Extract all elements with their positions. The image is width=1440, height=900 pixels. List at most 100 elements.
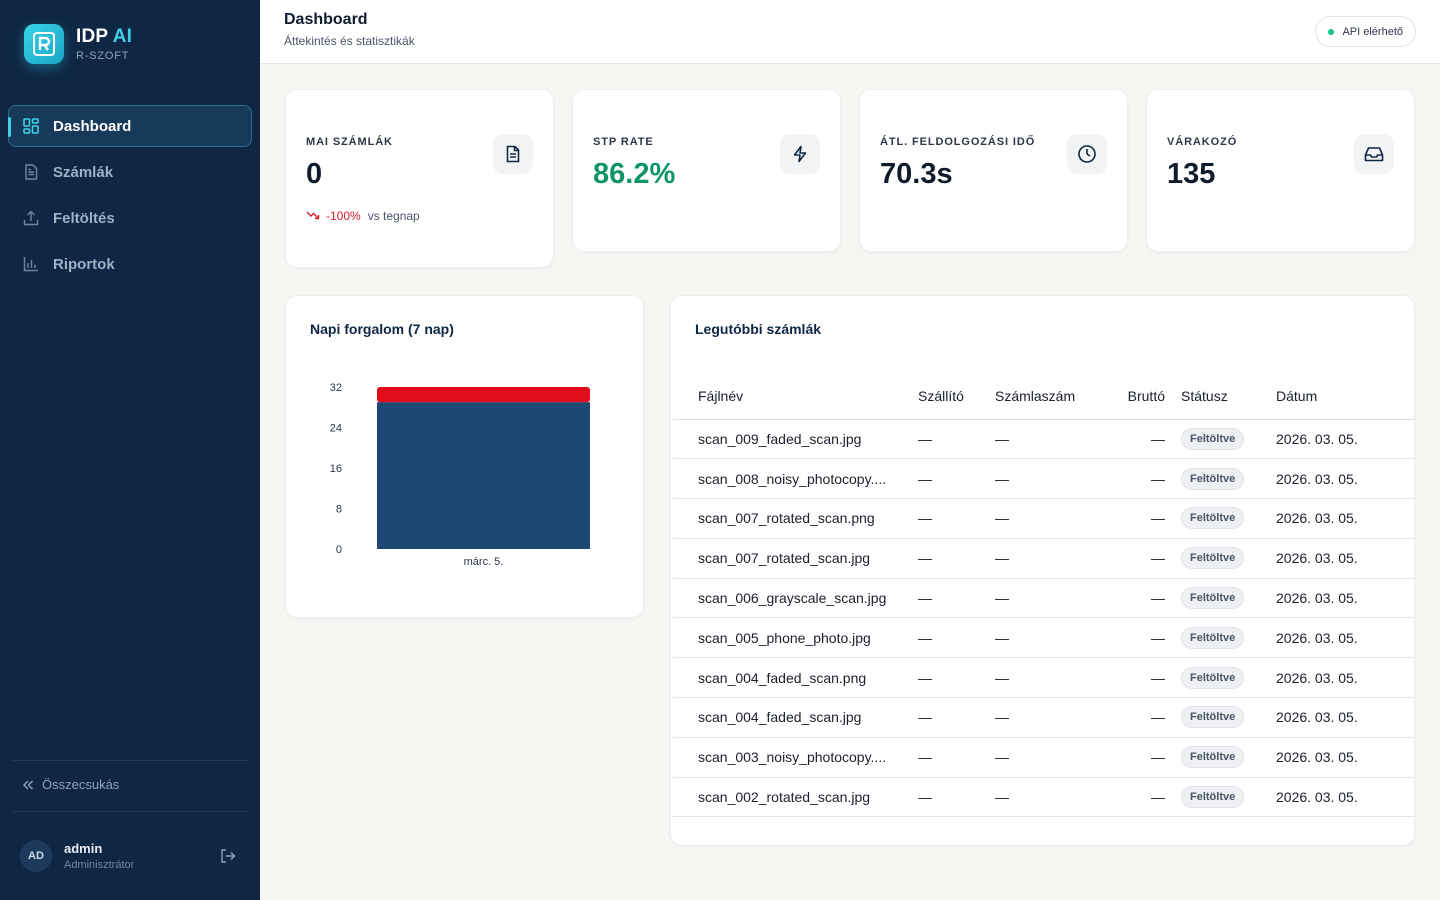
table-row[interactable]: scan_009_faded_scan.jpg — — — Feltöltve 2026.… xyxy=(673,419,1415,460)
sidebar-item-feltoltes[interactable]: Feltöltés xyxy=(8,197,252,239)
cell-supplier: — xyxy=(918,458,995,500)
chevrons-left-icon xyxy=(22,779,34,791)
cell-invoice-number: — xyxy=(995,498,1095,539)
bar-chart-icon xyxy=(23,256,39,272)
cell-date: 2026. 03. 05. xyxy=(1276,419,1415,460)
bar-segment[interactable] xyxy=(377,402,590,549)
sidebar: IDP AI R-SZOFT Dashboard Számlák xyxy=(0,0,260,900)
column-header-invoice-number[interactable]: Számlaszám xyxy=(995,374,1095,420)
status-badge: Feltöltve xyxy=(1181,467,1245,490)
cell-supplier: — xyxy=(918,498,995,539)
chart-card: Napi forgalom (7 nap) 0 8 16 24 32 márc. 5. xyxy=(285,295,644,618)
column-header-status[interactable]: Státusz xyxy=(1181,374,1276,420)
chart-title: Napi forgalom (7 nap) xyxy=(310,321,454,337)
cell-date: 2026. 03. 05. xyxy=(1276,697,1415,738)
cell-supplier: — xyxy=(918,737,995,778)
cell-date: 2026. 03. 05. xyxy=(1276,657,1415,699)
column-header-date[interactable]: Dátum xyxy=(1276,374,1415,420)
cell-date: 2026. 03. 05. xyxy=(1276,578,1415,619)
cell-invoice-number: — xyxy=(995,657,1095,699)
cell-status: Feltöltve xyxy=(1181,777,1276,818)
stat-label: MAI SZÁMLÁK xyxy=(306,136,393,148)
cell-invoice-number: — xyxy=(995,737,1095,778)
table-row[interactable]: scan_002_rotated_scan.jpg — — — Feltöltve 202… xyxy=(673,777,1415,818)
y-tick-label: 24 xyxy=(330,423,342,435)
cell-status: Feltöltve xyxy=(1181,538,1276,579)
table-row[interactable]: scan_003_noisy_photocopy.... — — — Feltöltve… xyxy=(673,737,1415,778)
table-row[interactable]: scan_004_faded_scan.jpg — — — Feltöltve 2026.… xyxy=(673,697,1415,738)
cell-supplier: — xyxy=(918,697,995,738)
brand-title: IDP AI xyxy=(76,26,132,48)
cell-invoice-number: — xyxy=(995,458,1095,500)
cell-gross: — xyxy=(1095,737,1181,778)
status-badge: Feltöltve xyxy=(1181,626,1245,649)
file-text-icon xyxy=(493,134,533,174)
page-title: Dashboard xyxy=(284,11,368,28)
cell-filename: scan_009_faded_scan.jpg xyxy=(673,419,918,460)
y-tick-label: 16 xyxy=(330,463,342,475)
cell-gross: — xyxy=(1095,617,1181,659)
brand[interactable]: IDP AI R-SZOFT xyxy=(24,24,132,64)
clock-icon xyxy=(1067,134,1107,174)
trend-value: -100% xyxy=(326,209,361,223)
x-tick-label: márc. 5. xyxy=(464,556,504,568)
trend-text: vs tegnap xyxy=(367,209,420,223)
user-role: Adminisztrátor xyxy=(64,859,135,871)
stat-card-today-invoices: MAI SZÁMLÁK 0 -100% vs tegnap xyxy=(285,89,554,268)
cell-invoice-number: — xyxy=(995,538,1095,579)
cell-status: Feltöltve xyxy=(1181,697,1276,738)
stat-trend: -100% vs tegnap xyxy=(306,209,420,223)
status-dot-icon xyxy=(1328,28,1335,35)
table-row[interactable]: scan_008_noisy_photocopy.... — — — Feltöltve… xyxy=(673,458,1415,500)
sidebar-divider xyxy=(12,760,248,761)
recent-invoices-card: Legutóbbi számlák Fájlnév Szállító Száml… xyxy=(670,295,1415,846)
daily-volume-chart: 0 8 16 24 32 márc. 5. xyxy=(330,382,590,568)
cell-supplier: — xyxy=(918,538,995,579)
brand-subtitle: R-SZOFT xyxy=(76,50,130,62)
table-row[interactable]: scan_004_faded_scan.png — — — Feltöltve 2026.… xyxy=(673,657,1415,699)
cell-date: 2026. 03. 05. xyxy=(1276,617,1415,659)
table-row[interactable]: scan_006_grayscale_scan.jpg — — — Feltöltve 2… xyxy=(673,578,1415,619)
status-badge: Feltöltve xyxy=(1181,706,1245,729)
stat-label: STP RATE xyxy=(593,136,654,148)
cell-gross: — xyxy=(1095,419,1181,460)
collapse-label: Összecsukás xyxy=(42,777,120,792)
collapse-button[interactable]: Összecsukás xyxy=(22,777,119,792)
cell-date: 2026. 03. 05. xyxy=(1276,737,1415,778)
cell-supplier: — xyxy=(918,617,995,659)
cell-invoice-number: — xyxy=(995,777,1095,818)
brand-logo-icon xyxy=(24,24,64,64)
stat-value: 70.3s xyxy=(880,158,953,190)
api-status-label: API elérhető xyxy=(1342,25,1403,38)
logout-icon[interactable] xyxy=(220,848,236,864)
cell-status: Feltöltve xyxy=(1181,578,1276,619)
status-badge: Feltöltve xyxy=(1181,666,1245,689)
table-row[interactable]: scan_007_rotated_scan.jpg — — — Feltöltve 202… xyxy=(673,538,1415,579)
bar-segment[interactable] xyxy=(377,387,590,403)
sidebar-item-szamlak[interactable]: Számlák xyxy=(8,151,252,193)
cell-status: Feltöltve xyxy=(1181,737,1276,778)
table-row[interactable]: scan_005_phone_photo.jpg — — — Feltöltve 2026… xyxy=(673,617,1415,659)
cell-status: Feltöltve xyxy=(1181,617,1276,659)
stat-card-waiting: VÁRAKOZÓ 135 xyxy=(1146,89,1415,252)
cell-supplier: — xyxy=(918,657,995,699)
cell-gross: — xyxy=(1095,697,1181,738)
inbox-icon xyxy=(1354,134,1394,174)
sidebar-item-riportok[interactable]: Riportok xyxy=(8,243,252,285)
status-badge: Feltöltve xyxy=(1181,427,1245,450)
cell-gross: — xyxy=(1095,777,1181,818)
y-tick-label: 0 xyxy=(336,544,342,556)
cell-filename: scan_004_faded_scan.png xyxy=(673,657,918,699)
avatar[interactable]: AD xyxy=(20,840,52,872)
sidebar-item-dashboard[interactable]: Dashboard xyxy=(8,105,252,147)
cell-filename: scan_005_phone_photo.jpg xyxy=(673,617,918,659)
table-row[interactable]: scan_007_rotated_scan.png — — — Feltöltve 202… xyxy=(673,498,1415,539)
column-header-gross[interactable]: Bruttó xyxy=(1095,374,1181,420)
cell-date: 2026. 03. 05. xyxy=(1276,458,1415,500)
cell-status: Feltöltve xyxy=(1181,657,1276,699)
dashboard-grid-icon xyxy=(23,118,39,134)
column-header-supplier[interactable]: Szállító xyxy=(918,374,995,420)
column-header-filename[interactable]: Fájlnév xyxy=(673,374,918,420)
brand-title-main: IDP xyxy=(76,26,108,47)
status-badge: Feltöltve xyxy=(1181,547,1245,570)
